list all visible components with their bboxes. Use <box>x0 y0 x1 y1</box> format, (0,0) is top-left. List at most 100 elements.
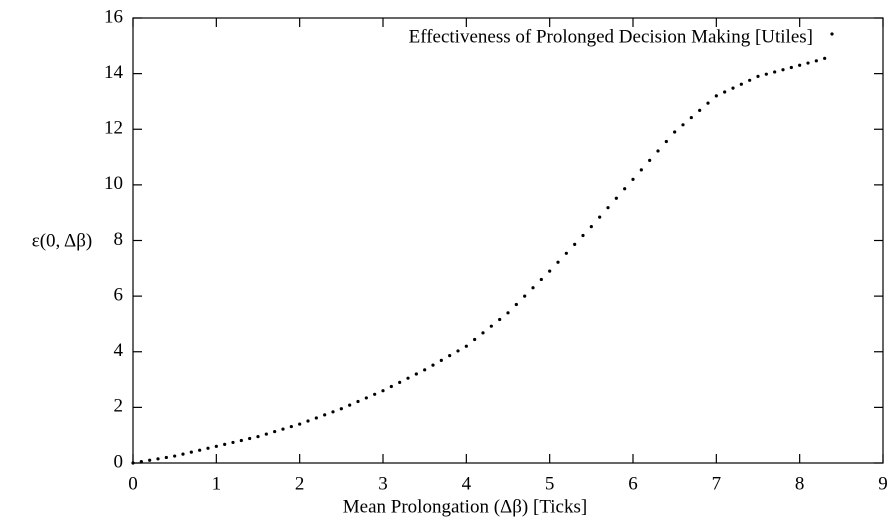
data-point <box>314 416 318 420</box>
data-point <box>556 260 560 264</box>
data-point <box>764 72 768 76</box>
x-tick-label: 3 <box>378 473 388 494</box>
data-point <box>439 358 443 362</box>
data-point <box>223 442 227 446</box>
data-point <box>723 90 727 94</box>
data-point <box>148 458 152 462</box>
data-point <box>381 389 385 393</box>
data-point <box>648 158 652 162</box>
data-point <box>756 74 760 79</box>
data-point <box>698 108 702 112</box>
data-point <box>248 436 252 441</box>
data-point <box>731 86 735 90</box>
data-point <box>656 149 660 153</box>
data-point <box>306 419 310 423</box>
data-point <box>789 65 793 70</box>
y-tick-label: 6 <box>114 284 124 305</box>
data-point <box>323 413 327 417</box>
data-point <box>198 448 202 452</box>
data-point <box>714 94 718 98</box>
data-point <box>273 429 277 434</box>
data-point <box>748 78 752 82</box>
data-point <box>631 177 635 181</box>
data-point <box>706 101 710 105</box>
data-point <box>239 438 243 443</box>
x-tick-label: 6 <box>628 473 638 494</box>
y-tick-label: 4 <box>114 340 124 361</box>
data-point <box>589 224 593 229</box>
data-point <box>131 461 135 465</box>
x-tick-label: 8 <box>795 473 805 494</box>
data-point <box>289 424 293 429</box>
data-point <box>548 269 552 273</box>
data-point <box>373 392 377 396</box>
data-point <box>598 215 602 219</box>
x-tick-label: 7 <box>712 473 722 494</box>
data-point <box>173 454 177 458</box>
y-tick-label: 14 <box>104 62 124 83</box>
y-tick-label: 2 <box>114 396 124 417</box>
data-point <box>264 432 268 436</box>
x-tick-label: 9 <box>878 473 888 494</box>
data-point <box>814 59 818 63</box>
data-point <box>481 331 485 335</box>
data-point <box>689 115 693 120</box>
data-point <box>798 63 802 67</box>
plot-frame <box>132 17 884 464</box>
data-point <box>498 317 502 322</box>
data-point <box>364 396 368 400</box>
data-point <box>348 403 352 407</box>
data-point <box>573 242 577 246</box>
y-axis-label: ε(0, Δβ) <box>32 230 92 251</box>
legend-label: Effectiveness of Prolonged Decision Maki… <box>409 26 813 47</box>
data-point <box>189 450 193 454</box>
data-point <box>398 380 402 384</box>
x-tick-label: 4 <box>462 473 472 494</box>
data-point <box>781 68 785 72</box>
data-point <box>298 422 302 426</box>
data-point <box>231 440 235 445</box>
data-point <box>164 455 168 460</box>
data-point <box>564 251 568 255</box>
data-point <box>464 344 468 348</box>
x-tick-label: 5 <box>545 473 555 494</box>
y-tick-label: 8 <box>114 229 124 250</box>
data-point <box>681 123 685 127</box>
x-tick-label: 0 <box>128 473 138 494</box>
data-point <box>514 302 518 307</box>
data-point <box>256 434 260 439</box>
y-tick-label: 10 <box>104 173 123 194</box>
data-point <box>431 363 435 367</box>
data-point <box>639 168 643 172</box>
x-axis-label: Mean Prolongation (Δβ) [Ticks] <box>343 496 587 517</box>
data-point <box>206 446 210 450</box>
data-point <box>664 139 668 144</box>
data-point <box>523 294 527 298</box>
legend-marker <box>830 32 834 36</box>
data-point <box>673 130 677 134</box>
data-point <box>423 368 427 372</box>
data-point <box>214 444 218 448</box>
data-point <box>806 61 810 65</box>
data-point <box>139 460 143 464</box>
y-tick-label: 12 <box>104 118 123 139</box>
data-point <box>414 372 418 376</box>
data-point <box>531 286 535 290</box>
data-point <box>448 354 452 358</box>
data-point <box>489 324 493 328</box>
data-point <box>739 82 743 86</box>
data-point <box>389 384 393 389</box>
data-point <box>456 349 460 353</box>
data-point <box>181 452 185 456</box>
data-point <box>406 376 410 380</box>
y-tick-label: 0 <box>114 451 124 472</box>
y-tick-label: 16 <box>104 6 123 27</box>
data-point <box>773 70 777 74</box>
data-point <box>539 277 543 282</box>
data-point <box>606 206 610 210</box>
data-point <box>339 407 343 411</box>
x-tick-label: 1 <box>212 473 222 494</box>
data-point <box>156 457 160 461</box>
data-point <box>823 56 827 60</box>
